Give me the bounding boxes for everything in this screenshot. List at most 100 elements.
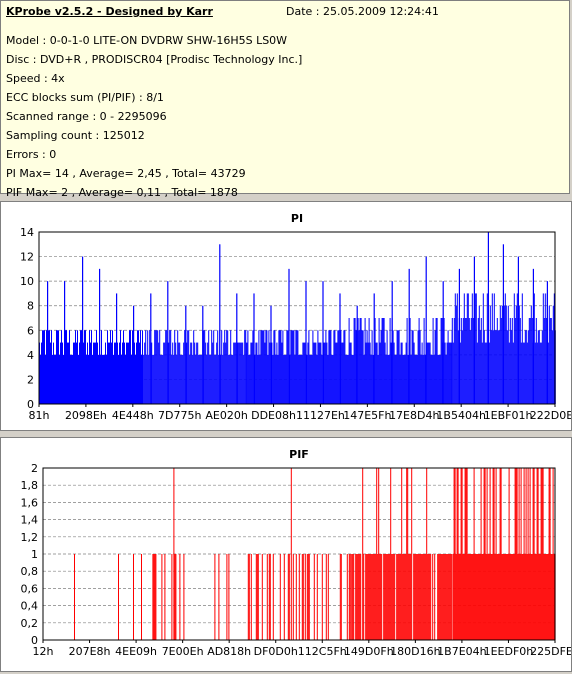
data-bar: [120, 330, 121, 404]
data-bar: [479, 554, 481, 640]
data-bar: [469, 554, 471, 640]
data-bar: [356, 554, 358, 640]
scan-date: Date : 25.05.2009 12:24:41: [286, 5, 439, 18]
data-bar: [48, 330, 49, 404]
data-bar: [57, 330, 58, 404]
data-bar: [165, 330, 167, 404]
data-bar: [426, 468, 428, 640]
data-bar: [370, 554, 372, 640]
y-tick-label: 14: [20, 226, 34, 239]
data-bar: [466, 293, 468, 404]
data-bar: [455, 305, 457, 404]
data-bar: [354, 318, 356, 404]
data-bar: [488, 554, 490, 640]
data-spike: [202, 305, 204, 404]
data-bar: [419, 330, 421, 404]
y-tick-label: 2: [31, 462, 38, 475]
info-panel: KProbe v2.5.2 - Designed by Karr Date : …: [0, 0, 570, 199]
data-bar: [60, 342, 61, 404]
data-bar: [424, 354, 426, 404]
data-bar: [230, 330, 232, 404]
x-tick-label: 11127Eh: [296, 409, 345, 422]
data-bar: [289, 354, 291, 404]
data-bar: [87, 342, 88, 404]
data-bar: [522, 554, 524, 640]
data-bar: [543, 318, 545, 404]
data-bar: [264, 342, 266, 404]
data-bar: [84, 330, 85, 404]
data-bar: [449, 342, 451, 404]
data-bar: [43, 330, 44, 404]
plot-border: [38, 231, 556, 405]
data-bar: [421, 554, 423, 640]
data-bar: [75, 330, 76, 404]
data-bar: [472, 554, 474, 640]
data-bar: [372, 554, 374, 640]
data-bar: [299, 354, 301, 404]
data-bar: [408, 554, 410, 640]
data-bar: [164, 554, 166, 640]
data-bar: [390, 468, 392, 640]
data-bar: [496, 554, 498, 640]
data-spike: [322, 281, 324, 404]
data-bar: [394, 554, 396, 640]
data-bar: [388, 354, 390, 404]
data-bar: [286, 330, 288, 404]
data-bar: [355, 330, 357, 404]
data-bar: [486, 468, 488, 640]
data-bar: [407, 354, 409, 404]
x-tick-label: AE020h: [205, 409, 247, 422]
data-bar: [174, 330, 176, 404]
data-bar: [499, 468, 501, 640]
data-bar: [275, 354, 277, 404]
data-bar: [386, 554, 388, 640]
data-bar: [508, 342, 510, 404]
data-bar: [404, 554, 406, 640]
data-bar: [484, 342, 486, 404]
data-bar: [380, 330, 382, 404]
data-bar: [288, 554, 290, 640]
data-bar: [535, 554, 537, 640]
data-bar: [45, 354, 46, 404]
data-bar: [340, 330, 342, 404]
data-bar: [493, 293, 495, 404]
data-bar: [96, 330, 97, 404]
data-bar: [313, 554, 315, 640]
x-tick-label: DDE08h: [251, 409, 296, 422]
data-bar: [457, 468, 459, 640]
data-bar: [229, 354, 231, 404]
data-bar: [460, 468, 462, 640]
data-bar: [369, 554, 371, 640]
data-bar: [318, 342, 320, 404]
data-bar: [441, 554, 443, 640]
data-bar: [462, 554, 464, 640]
data-bar: [503, 305, 505, 404]
data-bar: [376, 468, 378, 640]
x-tick-label: 17E8D4h: [389, 409, 439, 422]
data-bar: [350, 342, 352, 404]
data-bar: [92, 354, 93, 404]
data-spike: [236, 293, 238, 404]
data-spike: [373, 293, 375, 404]
data-bar: [139, 342, 140, 404]
data-bar: [316, 354, 318, 404]
data-bar: [438, 354, 440, 404]
data-bar: [530, 305, 532, 404]
data-bar: [539, 554, 541, 640]
data-bar: [102, 354, 103, 404]
data-bar: [440, 554, 442, 640]
data-spike: [288, 268, 290, 404]
data-bar: [415, 354, 417, 404]
data-bar: [482, 554, 484, 640]
data-bar: [533, 468, 535, 640]
data-bar: [126, 342, 127, 404]
data-bar: [228, 354, 230, 404]
data-bar: [503, 554, 505, 640]
data-bar: [308, 330, 310, 404]
data-bar: [490, 330, 492, 404]
data-bar: [460, 318, 462, 404]
data-bar: [464, 468, 466, 640]
data-bar: [261, 330, 263, 404]
data-bar: [463, 554, 465, 640]
data-bar: [271, 342, 273, 404]
